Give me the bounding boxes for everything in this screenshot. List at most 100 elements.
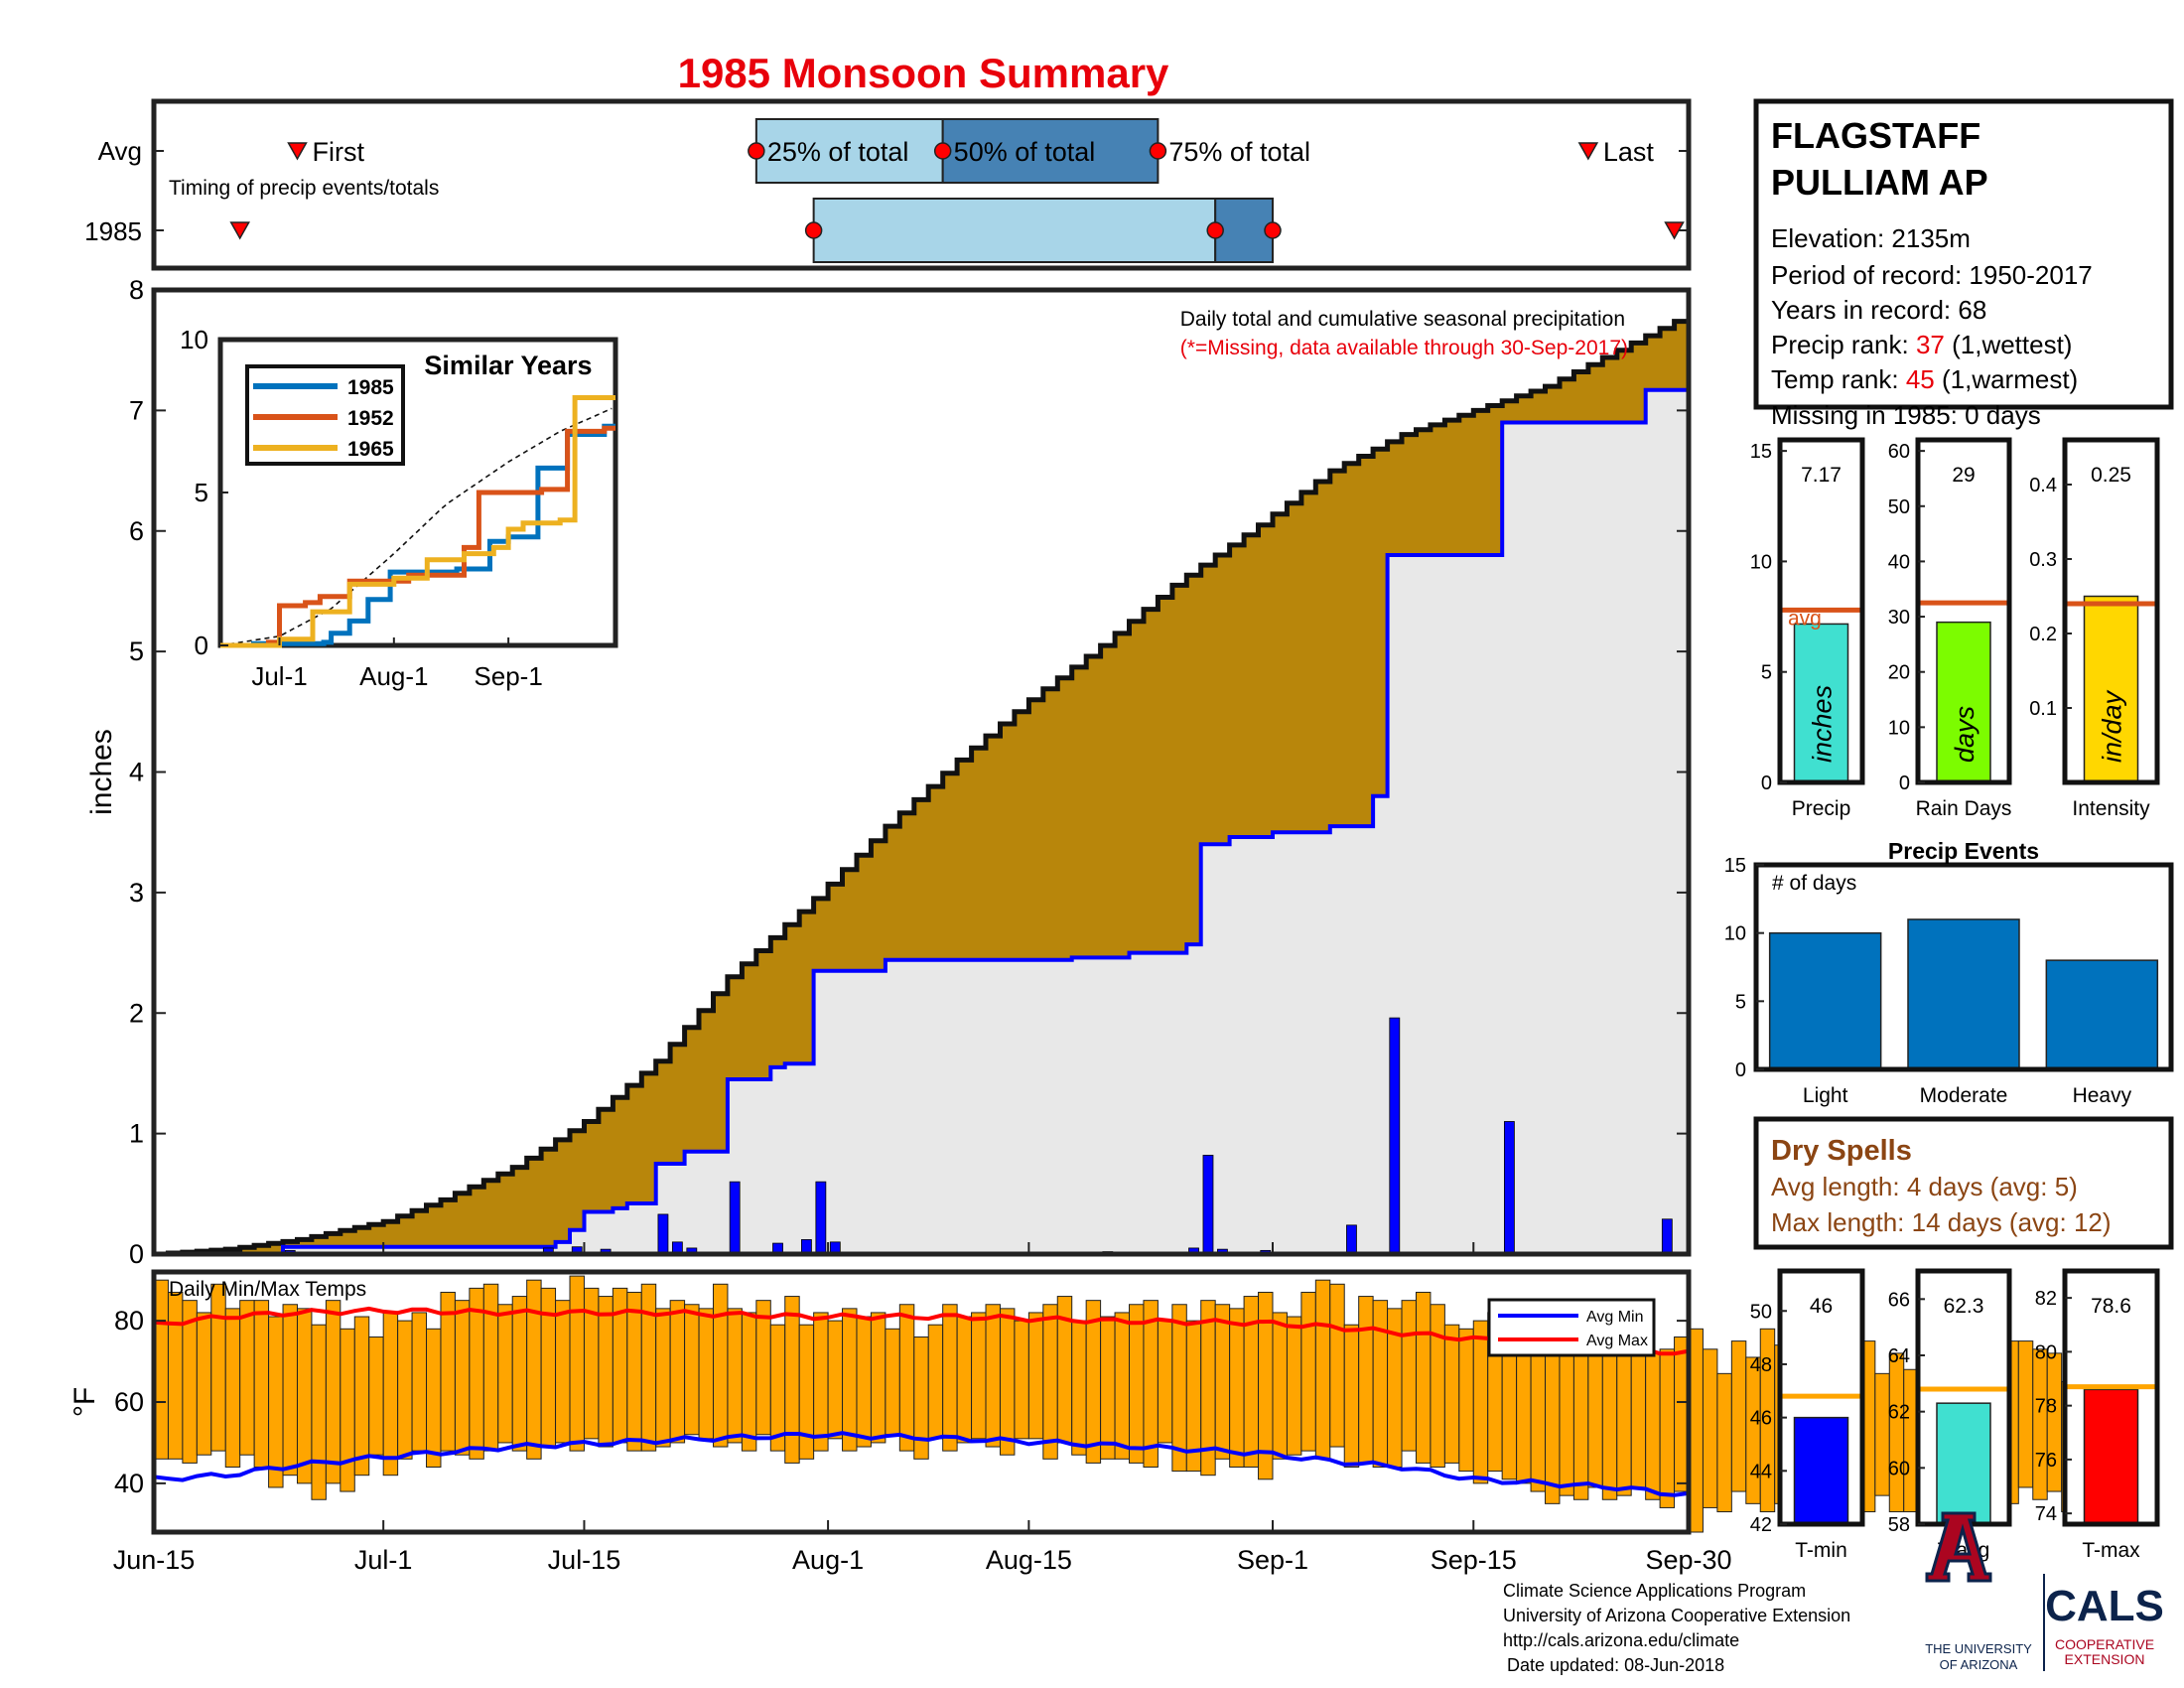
cals-sub-line1: COOPERATIVE	[2055, 1636, 2154, 1652]
daily-temp-bar	[798, 1324, 815, 1460]
mini-ytick-label: 78	[2035, 1396, 2057, 1418]
logo-divider	[2043, 1574, 2045, 1671]
events-title: Precip Events	[1888, 838, 2039, 864]
avg-min-line	[153, 1431, 1690, 1497]
main-ytick-label: 0	[129, 1239, 144, 1269]
block-a-logo-icon	[1925, 1511, 1992, 1583]
events-ytick-label: 10	[1724, 923, 1746, 945]
daily-temp-bar	[296, 1308, 313, 1484]
summary-bar-charts: 0510157.17Precipinchesavg010203040506029…	[1724, 437, 2174, 1562]
mini-ytick-label: 10	[1888, 717, 1910, 739]
daily-temp-bar	[1114, 1312, 1131, 1460]
inset-title: Similar Years	[424, 351, 592, 380]
station-temp-rank: Temp rank: 45 (1,warmest)	[1771, 364, 2078, 394]
daily-temp-bar	[340, 1328, 355, 1492]
avg-50-marker	[933, 142, 952, 160]
daily-temp-bar	[1401, 1300, 1417, 1452]
year-50-marker	[1206, 221, 1224, 239]
main-ytick-label: 5	[129, 636, 144, 666]
mini-ytick-label: 48	[1750, 1354, 1772, 1376]
inset-legend-label-1985: 1985	[347, 376, 394, 399]
mini-bar-rain_days	[1936, 621, 1991, 783]
daily-temp-bar	[741, 1312, 757, 1452]
year-cumulative-line	[154, 387, 1689, 1256]
daily-precip-bar	[1389, 1017, 1401, 1255]
events-ytick-label: 15	[1724, 855, 1746, 877]
events-bar-light	[1768, 931, 1882, 1070]
mini-bar-precip_total	[1793, 623, 1849, 783]
daily-temp-bar	[268, 1316, 284, 1488]
avg-last-marker	[1577, 142, 1599, 161]
daily-temp-bar	[224, 1308, 241, 1468]
university-logo: THE UNIVERSITY OF ARIZONA CALS COOPERATI…	[1925, 1511, 2164, 1672]
dry-spells-max: Max length: 14 days (avg: 12)	[1771, 1207, 2112, 1237]
mini-unit-label-precip_total: inches	[1808, 685, 1838, 763]
station-name-line1: FLAGSTAFF	[1771, 115, 1980, 156]
daily-temp-bar	[942, 1304, 958, 1452]
daily-precip-bar	[1661, 1218, 1673, 1255]
mini-ytick-label: 82	[2035, 1288, 2057, 1310]
daily-temp-bar	[684, 1304, 700, 1436]
main-ytick-label: 3	[129, 878, 144, 908]
dry-spells-frame	[1753, 1116, 2174, 1250]
year-cumulative-area	[154, 389, 1689, 1254]
daily-temp-bar	[598, 1296, 614, 1448]
daily-temp-bar	[1027, 1312, 1044, 1440]
footer-credits: Climate Science Applications Program Uni…	[1503, 1581, 1850, 1675]
year-25-50-band	[812, 198, 1217, 263]
inset-xtick-label: Jul-1	[251, 661, 307, 691]
dry-spells-box: Dry Spells Avg length: 4 days (avg: 5) M…	[1753, 1116, 2174, 1250]
daily-temp-bar	[1071, 1320, 1087, 1456]
daily-temp-bar	[1458, 1328, 1474, 1473]
daily-temp-bar	[669, 1300, 686, 1444]
ua-name-line2: OF ARIZONA	[1940, 1657, 2018, 1672]
mini-category-label-intensity: Intensity	[2072, 797, 2150, 820]
mini-unit-label-intensity: in/day	[2098, 689, 2127, 763]
main-annotation-note: (*=Missing, data available through 30-Se…	[1180, 337, 1628, 359]
year-25-marker	[804, 221, 823, 239]
daily-temp-bar	[1888, 1352, 1905, 1513]
inset-ytick-label: 5	[195, 478, 208, 507]
daily-temp-bar	[555, 1300, 571, 1444]
mini-ytick-label: 46	[1750, 1408, 1772, 1430]
daily-temp-bar	[885, 1328, 900, 1436]
mini-frame-tmax_season	[2062, 1268, 2160, 1527]
date-xtick-label: Jul-1	[354, 1545, 413, 1575]
temp-ytick-label: 40	[114, 1469, 144, 1498]
mini-ytick-label: 40	[1888, 551, 1910, 573]
events-frame	[1753, 862, 2174, 1072]
daily-temp-bar	[898, 1304, 915, 1452]
cals-logo-text: CALS	[2045, 1582, 2164, 1630]
inset-legend-label-1965: 1965	[347, 438, 394, 461]
daily-temp-bar	[440, 1291, 456, 1452]
mini-unit-label-rain_days: days	[1950, 706, 1979, 763]
station-info-box: FLAGSTAFF PULLIAM AP Elevation: 2135m Pe…	[1753, 98, 2174, 430]
temp-legend-box	[1487, 1298, 1656, 1357]
daily-temp-bar	[769, 1324, 786, 1452]
station-years: Years in record: 68	[1771, 295, 1986, 325]
main-annotation: Daily total and cumulative seasonal prec…	[1180, 308, 1625, 331]
mini-ytick-label: 76	[2035, 1450, 2057, 1472]
daily-precip-bar	[657, 1213, 669, 1255]
daily-temp-bar	[167, 1291, 184, 1460]
daily-temp-bar	[1702, 1348, 1718, 1508]
daily-temp-bar	[282, 1304, 298, 1477]
last-label: Last	[1603, 137, 1655, 167]
main-ytick-label: 8	[129, 275, 144, 305]
mini-ytick-label: 58	[1888, 1514, 1910, 1536]
daily-temp-bar	[239, 1300, 255, 1456]
mini-ytick-label: 64	[1888, 1345, 1910, 1367]
daily-temp-bar	[497, 1304, 513, 1444]
events-category-label: Moderate	[1920, 1084, 2008, 1107]
events-ytick-label: 5	[1735, 991, 1746, 1013]
mini-ytick-label: 50	[1750, 1301, 1772, 1323]
daily-temp-bar	[1587, 1348, 1603, 1488]
daily-temp-bar	[1343, 1324, 1360, 1468]
daily-precip-bar	[729, 1181, 741, 1255]
daily-temp-bar	[1443, 1324, 1460, 1464]
mini-ytick-label: 15	[1750, 441, 1772, 463]
mini-frame-precip_total	[1777, 437, 1865, 785]
mini-ytick-label: 60	[1888, 441, 1910, 463]
date-xtick-label: Jul-15	[548, 1545, 621, 1575]
